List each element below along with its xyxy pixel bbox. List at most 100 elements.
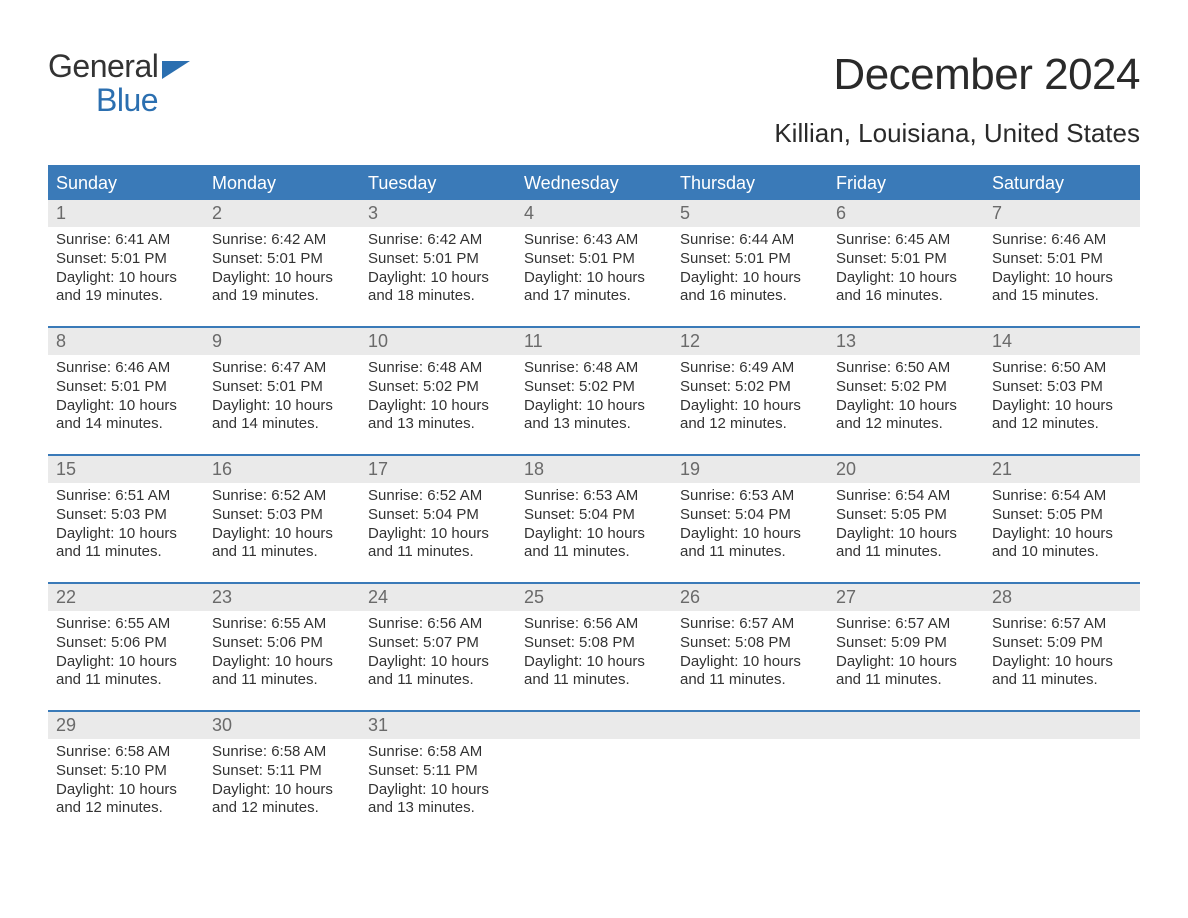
title-block: December 2024 Killian, Louisiana, United…	[774, 50, 1140, 159]
month-title: December 2024	[774, 50, 1140, 100]
daylight-line: Daylight: 10 hours and 11 minutes.	[524, 525, 664, 563]
day-cell: Sunrise: 6:42 AMSunset: 5:01 PMDaylight:…	[360, 227, 516, 308]
daylight-line: Daylight: 10 hours and 11 minutes.	[212, 525, 352, 563]
sunrise-line: Sunrise: 6:52 AM	[212, 487, 352, 506]
sunrise-line: Sunrise: 6:42 AM	[212, 231, 352, 250]
sunrise-line: Sunrise: 6:58 AM	[212, 743, 352, 762]
day-cell: Sunrise: 6:56 AMSunset: 5:08 PMDaylight:…	[516, 611, 672, 692]
day-cell: Sunrise: 6:44 AMSunset: 5:01 PMDaylight:…	[672, 227, 828, 308]
daylight-line: Daylight: 10 hours and 13 minutes.	[368, 397, 508, 435]
day-cell: Sunrise: 6:57 AMSunset: 5:09 PMDaylight:…	[828, 611, 984, 692]
daylight-line: Daylight: 10 hours and 19 minutes.	[212, 269, 352, 307]
sunrise-line: Sunrise: 6:52 AM	[368, 487, 508, 506]
calendar-week: 293031.... Sunrise: 6:58 AM Sunset: 5:10 P…	[48, 710, 1140, 820]
sunset-line: Sunset: 5:11 PM	[368, 762, 508, 781]
day-cell: Sunrise: 6:55 AMSunset: 5:06 PMDaylight:…	[48, 611, 204, 692]
day-cell: Sunrise: 6:50 AMSunset: 5:03 PMDaylight:…	[984, 355, 1140, 436]
calendar-week: 1234567Sunrise: 6:41 AMSunset: 5:01 PMDa…	[48, 200, 1140, 308]
sunset-line: Sunset: 5:08 PM	[680, 634, 820, 653]
dow-cell: Friday	[828, 167, 984, 200]
day-number: 10	[360, 328, 516, 355]
day-number: 31	[360, 712, 516, 739]
sunset-line: Sunset: 5:08 PM	[524, 634, 664, 653]
day-cell: Sunrise: 6:55 AMSunset: 5:06 PMDaylight:…	[204, 611, 360, 692]
day-number: 13	[828, 328, 984, 355]
daylight-line: Daylight: 10 hours and 16 minutes.	[836, 269, 976, 307]
day-number: 17	[360, 456, 516, 483]
sunrise-line: Sunrise: 6:50 AM	[992, 359, 1132, 378]
day-number: 20	[828, 456, 984, 483]
day-cell: Sunrise: 6:46 AMSunset: 5:01 PMDaylight:…	[984, 227, 1140, 308]
sunset-line: Sunset: 5:07 PM	[368, 634, 508, 653]
logo: General Blue	[48, 50, 190, 117]
day-cell	[516, 739, 672, 820]
sunset-line: Sunset: 5:03 PM	[212, 506, 352, 525]
sunset-line: Sunset: 5:11 PM	[212, 762, 352, 781]
dow-cell: Saturday	[984, 167, 1140, 200]
daynum-band: 1234567	[48, 200, 1140, 227]
dow-cell: Thursday	[672, 167, 828, 200]
day-cell: Sunrise: 6:53 AMSunset: 5:04 PMDaylight:…	[672, 483, 828, 564]
sunset-line: Sunset: 5:09 PM	[836, 634, 976, 653]
sunset-line: Sunset: 5:10 PM	[56, 762, 196, 781]
day-number: 2	[204, 200, 360, 227]
day-number: 21	[984, 456, 1140, 483]
daylight-line: Daylight: 10 hours and 12 minutes.	[680, 397, 820, 435]
dow-cell: Tuesday	[360, 167, 516, 200]
day-cell: Sunrise: 6:48 AMSunset: 5:02 PMDaylight:…	[516, 355, 672, 436]
sunset-line: Sunset: 5:02 PM	[524, 378, 664, 397]
day-number: 11	[516, 328, 672, 355]
day-cell: Sunrise: 6:54 AMSunset: 5:05 PMDaylight:…	[828, 483, 984, 564]
day-number: 9	[204, 328, 360, 355]
sunrise-line: Sunrise: 6:48 AM	[524, 359, 664, 378]
day-cell: Sunrise: 6:56 AMSunset: 5:07 PMDaylight:…	[360, 611, 516, 692]
sunset-line: Sunset: 5:01 PM	[368, 250, 508, 269]
day-cell: Sunrise: 6:54 AMSunset: 5:05 PMDaylight:…	[984, 483, 1140, 564]
dow-cell: Wednesday	[516, 167, 672, 200]
sunset-line: Sunset: 5:01 PM	[836, 250, 976, 269]
day-number: 5	[672, 200, 828, 227]
logo-mark-icon	[162, 61, 190, 79]
sunset-line: Sunset: 5:06 PM	[56, 634, 196, 653]
daylight-line: Daylight: 10 hours and 15 minutes.	[992, 269, 1132, 307]
day-number: 30	[204, 712, 360, 739]
daylight-line: Daylight: 10 hours and 19 minutes.	[56, 269, 196, 307]
sunrise-line: Sunrise: 6:53 AM	[680, 487, 820, 506]
day-number: 24	[360, 584, 516, 611]
calendar-week: 15161718192021 Sunrise: 6:51 AM Sunset: 5:…	[48, 454, 1140, 564]
daynum-band: 293031....	[48, 712, 1140, 739]
day-number: 6	[828, 200, 984, 227]
day-number: 19	[672, 456, 828, 483]
daylight-line: Daylight: 10 hours and 13 minutes.	[368, 781, 508, 819]
day-number: 23	[204, 584, 360, 611]
sunset-line: Sunset: 5:05 PM	[836, 506, 976, 525]
sunrise-line: Sunrise: 6:55 AM	[56, 615, 196, 634]
sunrise-line: Sunrise: 6:51 AM	[56, 487, 196, 506]
sunrise-line: Sunrise: 6:45 AM	[836, 231, 976, 250]
daylight-line: Daylight: 10 hours and 11 minutes.	[836, 653, 976, 691]
sunset-line: Sunset: 5:05 PM	[992, 506, 1132, 525]
day-cell: Sunrise: 6:58 AMSunset: 5:11 PMDaylight:…	[204, 739, 360, 820]
daynum-band: 891011121314	[48, 328, 1140, 355]
daylight-line: Daylight: 10 hours and 13 minutes.	[524, 397, 664, 435]
daylight-line: Daylight: 10 hours and 11 minutes.	[368, 653, 508, 691]
day-cell: Sunrise: 6:41 AMSunset: 5:01 PMDaylight:…	[48, 227, 204, 308]
daynum-band: 22232425262728	[48, 584, 1140, 611]
daylight-line: Daylight: 10 hours and 18 minutes.	[368, 269, 508, 307]
day-number: 8	[48, 328, 204, 355]
daylight-line: Daylight: 10 hours and 12 minutes.	[992, 397, 1132, 435]
sunrise-line: Sunrise: 6:43 AM	[524, 231, 664, 250]
day-cell: Sunrise: 6:45 AMSunset: 5:01 PMDaylight:…	[828, 227, 984, 308]
calendar-week: 22232425262728Sunrise: 6:55 AMSunset: 5:…	[48, 582, 1140, 692]
sunset-line: Sunset: 5:02 PM	[368, 378, 508, 397]
sunrise-line: Sunrise: 6:55 AM	[212, 615, 352, 634]
sunset-line: Sunset: 5:02 PM	[836, 378, 976, 397]
day-number: 25	[516, 584, 672, 611]
daylight-line: Daylight: 10 hours and 12 minutes.	[212, 781, 352, 819]
sunset-line: Sunset: 5:01 PM	[212, 250, 352, 269]
daynum-band: 15161718192021	[48, 456, 1140, 483]
day-number: 28	[984, 584, 1140, 611]
daylight-line: Daylight: 10 hours and 12 minutes.	[56, 781, 196, 819]
daylight-line: Daylight: 10 hours and 10 minutes.	[992, 525, 1132, 563]
day-cell: Sunrise: 6:46 AMSunset: 5:01 PMDaylight:…	[48, 355, 204, 436]
